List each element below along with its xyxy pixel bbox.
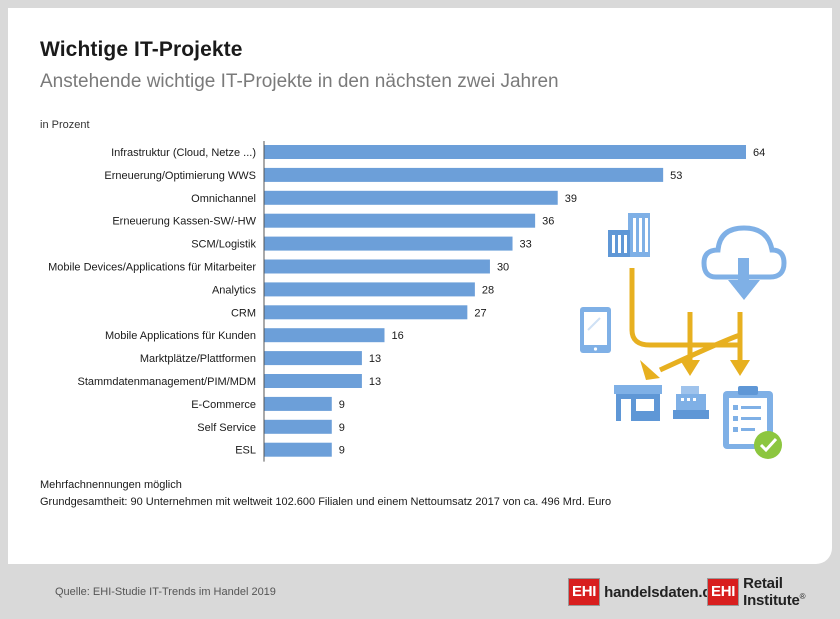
ehi-badge: EHI [707, 578, 740, 606]
category-label: Stammdatenmanagement/PIM/MDM [77, 376, 256, 388]
category-label: Omnichannel [191, 193, 256, 205]
category-label: Marktplätze/Plattformen [140, 353, 256, 365]
value-label: 13 [369, 353, 381, 365]
value-label: 27 [474, 307, 486, 319]
note-multiple-answers: Mehrfachnennungen möglich [40, 479, 182, 491]
registered-mark: ® [799, 592, 806, 601]
bar [264, 442, 332, 457]
handelsdaten-text: handelsdaten.de [604, 583, 720, 601]
unit-label: in Prozent [40, 119, 90, 131]
bar [264, 190, 558, 205]
value-label: 39 [565, 193, 577, 205]
bar [264, 282, 475, 297]
flow-arrows [629, 268, 743, 373]
illustration [580, 213, 787, 459]
ehi-badge: EHI [568, 578, 601, 606]
office-building-icon [608, 213, 650, 257]
value-label: 53 [670, 170, 682, 182]
bar [264, 374, 362, 388]
value-label: 9 [339, 422, 345, 434]
category-label: E-Commerce [191, 399, 256, 411]
bar [264, 328, 385, 343]
bar [264, 351, 362, 366]
category-label: Self Service [197, 422, 256, 434]
note-sample: Grundgesamtheit: 90 Unternehmen mit welt… [40, 496, 612, 508]
category-label: Analytics [212, 284, 257, 296]
value-label: 9 [339, 445, 345, 457]
value-label: 16 [392, 330, 404, 342]
clipboard-check-icon [723, 386, 782, 459]
bar [264, 145, 746, 159]
bar [264, 259, 490, 274]
value-label: 33 [520, 239, 532, 251]
value-label: 9 [339, 399, 345, 411]
category-label: SCM/Logistik [191, 239, 256, 251]
category-label: Mobile Applications für Kunden [105, 330, 256, 342]
bar [264, 396, 332, 411]
category-label: Infrastruktur (Cloud, Netze ...) [111, 147, 256, 159]
retail-institute-text: Retail Institute® [743, 575, 840, 609]
retail-institute-name: Retail Institute [743, 575, 800, 609]
value-label: 36 [542, 216, 554, 228]
value-label: 30 [497, 262, 509, 274]
retail-institute-logo[interactable]: EHI Retail Institute® [707, 575, 840, 609]
bars-group: Infrastruktur (Cloud, Netze ...) 64 Erneue… [48, 141, 765, 462]
category-label: CRM [231, 307, 256, 319]
category-label: Mobile Devices/Applications für Mitarbei… [48, 262, 256, 274]
bar [264, 305, 468, 320]
category-label: Erneuerung Kassen-SW/-HW [112, 216, 256, 228]
tablet-icon [580, 307, 611, 353]
cash-register-icon [673, 386, 709, 419]
arrow-heads [640, 360, 750, 380]
value-label: 13 [369, 376, 381, 388]
bar [264, 419, 332, 434]
chart-subtitle: Anstehende wichtige IT-Projekte in den n… [40, 71, 559, 92]
value-label: 64 [753, 147, 765, 159]
cloud-download-icon [701, 225, 787, 300]
value-label: 28 [482, 284, 494, 296]
category-label: Erneuerung/Optimierung WWS [104, 170, 256, 182]
handelsdaten-logo[interactable]: EHI handelsdaten.de [568, 578, 720, 606]
category-label: ESL [235, 445, 256, 457]
bar [264, 213, 536, 228]
bar [264, 236, 513, 251]
chart-title: Wichtige IT-Projekte [40, 38, 243, 61]
source-label: Quelle: EHI-Studie IT-Trends im Handel 2… [55, 586, 276, 598]
store-icon [614, 385, 662, 421]
bar [264, 167, 664, 182]
